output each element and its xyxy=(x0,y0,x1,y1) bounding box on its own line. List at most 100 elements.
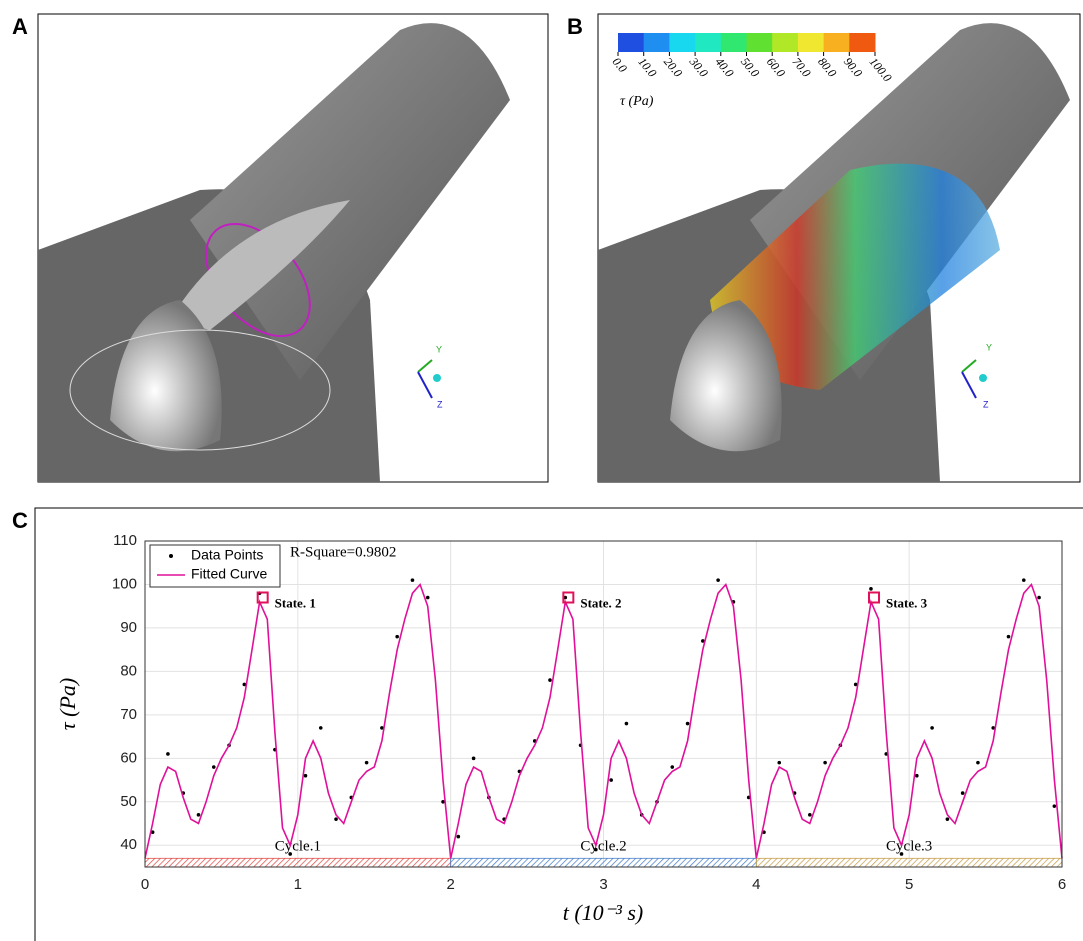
cycle-band xyxy=(450,857,757,868)
data-point xyxy=(456,834,461,839)
legend: Data Points Fitted Curve xyxy=(149,544,281,588)
data-point xyxy=(211,765,216,769)
y-tick-label: 60 xyxy=(120,749,137,766)
x-axis-label: t (10⁻³ s) xyxy=(563,900,644,925)
cycle-band xyxy=(755,857,1063,868)
data-point xyxy=(1037,595,1041,600)
triad-label: Y xyxy=(436,344,442,354)
data-point xyxy=(150,830,155,835)
triad-z xyxy=(417,371,433,399)
triad-origin xyxy=(979,374,987,382)
triad-label: Z xyxy=(437,399,443,409)
y-tick-label: 70 xyxy=(120,706,137,723)
plot-frame xyxy=(144,540,1063,868)
panel-frame xyxy=(34,507,1083,941)
data-point xyxy=(166,752,170,756)
triad-y xyxy=(417,359,433,373)
triad-label: Y xyxy=(986,342,992,352)
triad-origin xyxy=(433,374,441,382)
data-point xyxy=(318,726,323,730)
data-point xyxy=(441,800,445,804)
data-point xyxy=(1052,804,1057,808)
data-point xyxy=(288,852,292,856)
y-tick-label: 40 xyxy=(120,836,137,853)
data-point xyxy=(1021,578,1026,582)
cycle-label: Cycle.3 xyxy=(886,839,932,855)
x-tick-label: 5 xyxy=(905,876,913,893)
data-point xyxy=(899,852,904,856)
state-label: State. 1 xyxy=(275,595,316,610)
colorbar-cell xyxy=(695,33,722,52)
annotation: R-Square=0.9802 xyxy=(290,544,396,560)
legend-box xyxy=(149,544,281,588)
state-marker xyxy=(256,591,269,604)
x-tick-label: 0 xyxy=(141,876,149,893)
panel-a: Y Z xyxy=(37,13,549,483)
data-point xyxy=(685,721,690,726)
data-point xyxy=(777,760,782,765)
colorbar-title: τ (Pa) xyxy=(620,94,654,109)
data-point xyxy=(915,773,919,778)
state-marker xyxy=(562,591,575,604)
data-point xyxy=(670,765,675,769)
data-point xyxy=(960,791,965,795)
data-point xyxy=(563,595,568,600)
data-point xyxy=(471,756,476,761)
data-point xyxy=(548,678,552,682)
panel-label: A xyxy=(12,14,28,39)
colorbar-cell xyxy=(823,33,850,52)
panel-label: B xyxy=(567,14,583,39)
data-point xyxy=(701,639,705,643)
shaft xyxy=(190,23,510,380)
cycle-label: Cycle.2 xyxy=(580,839,626,855)
data-point xyxy=(991,726,996,730)
x-tick-label: 6 xyxy=(1058,876,1066,893)
data-point xyxy=(1006,634,1011,639)
cycle-label: Cycle.1 xyxy=(275,839,321,855)
y-tick-label: 90 xyxy=(120,619,137,636)
state-label: State. 3 xyxy=(886,595,928,610)
colorbar-cell xyxy=(772,33,799,52)
state-marker xyxy=(868,591,881,604)
data-point xyxy=(945,817,950,821)
data-point xyxy=(425,595,430,600)
y-tick-label: 100 xyxy=(112,575,137,592)
panel-label: C xyxy=(12,508,28,533)
hub xyxy=(110,300,222,452)
legend-swatch xyxy=(169,554,173,558)
colorbar-cell xyxy=(797,33,825,52)
x-tick-label: 2 xyxy=(446,876,454,893)
data-point xyxy=(410,578,415,582)
triad-y xyxy=(961,359,977,373)
y-tick-label: 80 xyxy=(120,662,137,679)
data-point xyxy=(196,813,201,817)
triad-label: Z xyxy=(983,399,989,409)
data-point xyxy=(395,634,399,639)
panel-b: 0.0 10.0 20.0 30.0 40.0 50.0 60.0 70.0 80.0 90.0 1… xyxy=(597,13,1081,483)
shear-field xyxy=(710,163,1000,390)
y-tick-label: 50 xyxy=(120,793,137,810)
data-point xyxy=(594,847,598,852)
data-point xyxy=(609,778,613,782)
colorbar-cell xyxy=(849,33,876,52)
colorbar-cell xyxy=(746,33,773,52)
data-point xyxy=(380,726,384,730)
blade xyxy=(170,200,350,330)
cycle-band xyxy=(144,857,452,868)
rim xyxy=(69,329,331,451)
colorbar-cell xyxy=(643,33,670,52)
data-point xyxy=(242,682,247,687)
colorbar-cell xyxy=(618,33,645,52)
data-point xyxy=(334,817,338,821)
x-tick-label: 4 xyxy=(752,876,760,893)
data-point xyxy=(823,760,827,765)
fitted-curve xyxy=(144,582,1063,859)
legend-label: Data Points xyxy=(191,547,263,563)
data-point xyxy=(364,760,369,765)
data-point xyxy=(869,587,873,591)
triad-z xyxy=(961,371,977,399)
data-point xyxy=(624,721,629,726)
colorbar-cell xyxy=(720,33,747,52)
